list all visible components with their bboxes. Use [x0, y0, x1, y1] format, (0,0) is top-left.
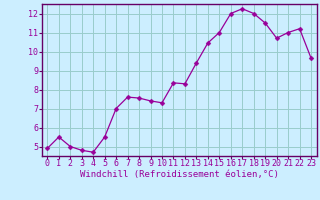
X-axis label: Windchill (Refroidissement éolien,°C): Windchill (Refroidissement éolien,°C)	[80, 170, 279, 179]
